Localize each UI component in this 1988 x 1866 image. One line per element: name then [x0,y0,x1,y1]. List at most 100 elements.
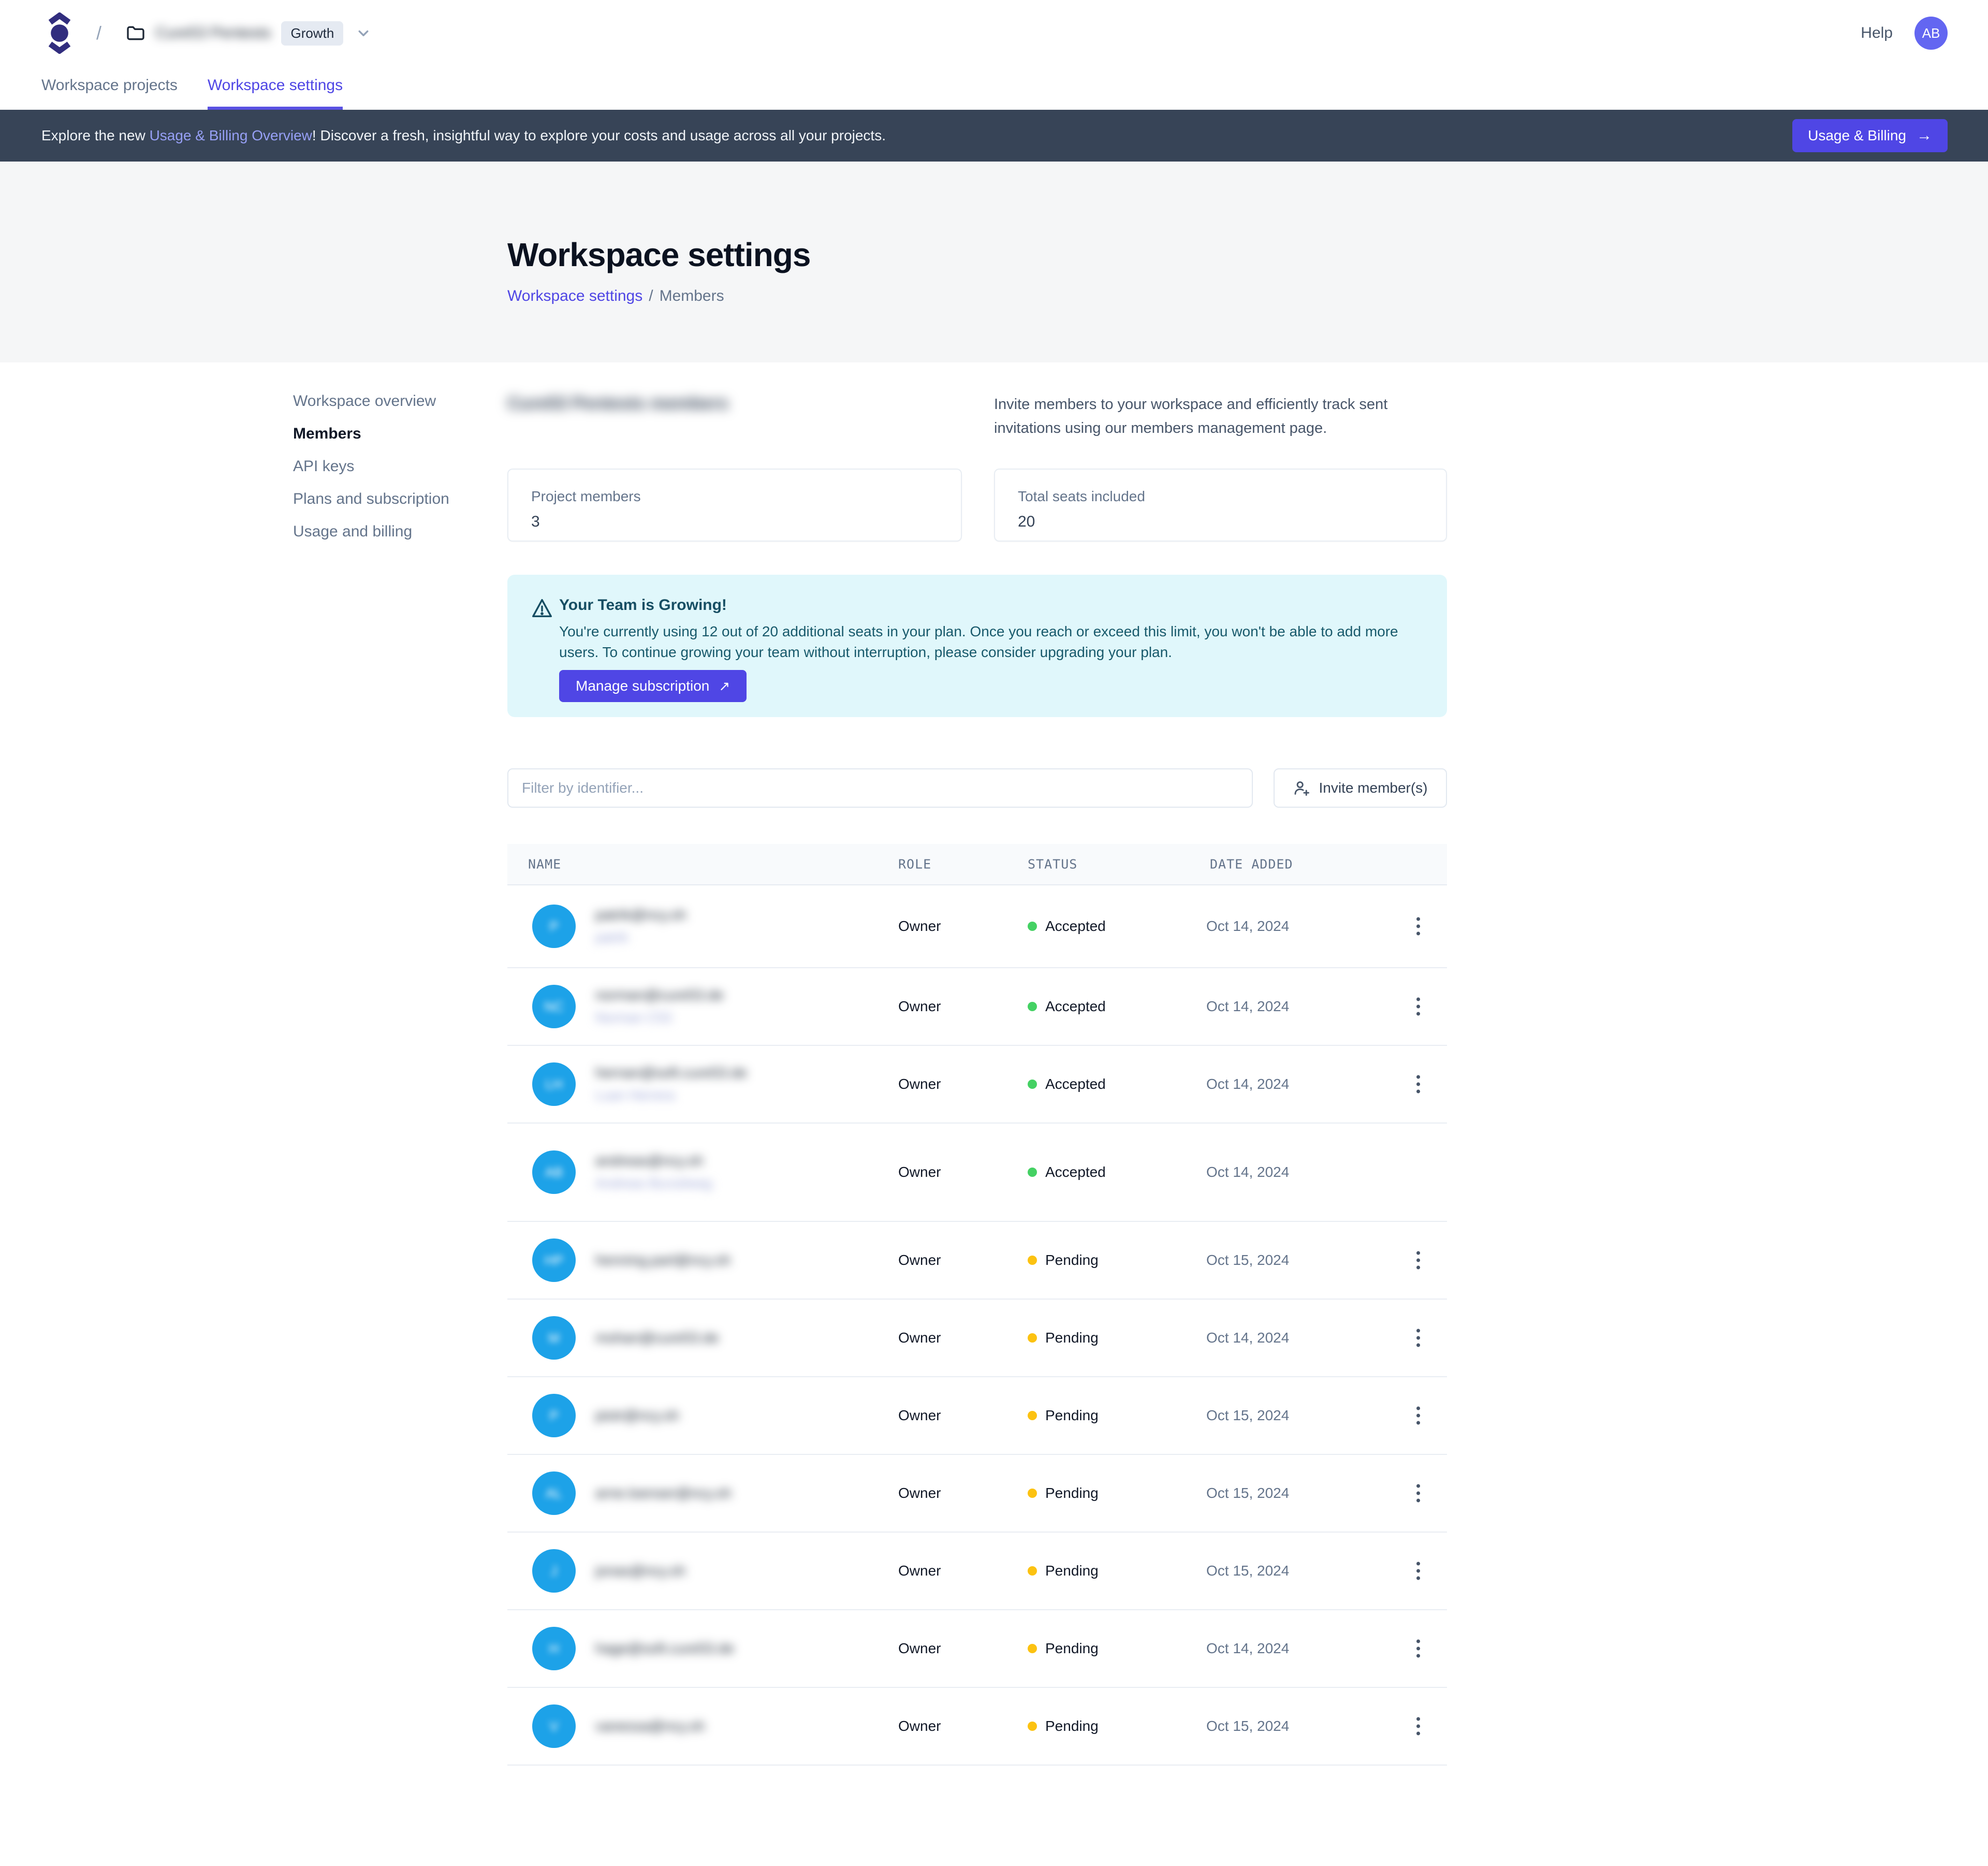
sidebar-item-plans-and-subscription[interactable]: Plans and subscription [293,490,449,507]
member-date-added: Oct 14, 2024 [1206,918,1290,934]
breadcrumb-link-workspace-settings[interactable]: Workspace settings [507,287,643,304]
table-header: NAME ROLE STATUS DATE ADDED [507,844,1447,885]
member-email: norman@cure53.de [595,987,724,1003]
member-avatar: P [532,1394,576,1437]
arrow-up-right-icon: ↗ [719,678,730,694]
sidebar-item-api-keys[interactable]: API keys [293,458,355,475]
alert-body: You're currently using 12 out of 20 addi… [559,623,1398,660]
page-title: Workspace settings [507,236,811,273]
status-dot-icon [1028,1168,1037,1177]
row-menu-button[interactable] [1413,1072,1423,1097]
manage-subscription-button[interactable]: Manage subscription ↗ [559,670,747,702]
table-row: H hage@soft.cure53.de Owner Pending Oct … [507,1610,1447,1688]
member-name-cell: patrik@ncy.sh patrik [595,907,686,946]
member-date-added: Oct 14, 2024 [1206,1076,1290,1092]
member-email: patrik@ncy.sh [595,907,686,923]
member-name-cell: jonas@ncy.sh [595,1563,685,1579]
stat-label: Total seats included [1018,488,1145,504]
member-status: Accepted [1028,918,1106,935]
table-row: HP henning.parl@ncy.sh Owner Pending Oct… [507,1222,1447,1300]
row-menu-button[interactable] [1413,1559,1423,1583]
folder-icon [125,23,146,43]
main-content: Workspace overview Members API keys Plans a… [0,362,1988,1866]
member-email: andreas@ncy.sh [595,1153,704,1169]
member-date-added: Oct 15, 2024 [1206,1718,1290,1734]
row-menu-button[interactable] [1413,1248,1423,1273]
member-email: vanessa@ncy.sh [595,1718,705,1734]
chevron-down-icon[interactable] [355,24,372,42]
table-row: LH hernan@soft.cure53.de Luan Herrera Ow… [507,1046,1447,1124]
sidebar-item-members[interactable]: Members [293,425,361,442]
member-name-cell: norman@cure53.de Norman C53 [595,987,724,1026]
status-dot-icon [1028,922,1037,931]
status-dot-icon [1028,1256,1037,1265]
table-row: P piotr@ncy.sh Owner Pending Oct 15, 202… [507,1377,1447,1455]
status-dot-icon [1028,1566,1037,1576]
sidebar-item-workspace-overview[interactable]: Workspace overview [293,392,436,410]
member-username[interactable]: Norman C53 [595,1010,672,1025]
row-menu-button[interactable] [1413,1637,1423,1661]
member-email: hernan@soft.cure53.de [595,1065,748,1081]
member-avatar: LH [532,1062,576,1106]
help-link[interactable]: Help [1861,24,1893,41]
member-username[interactable]: Luan Herrera [595,1087,675,1103]
usage-billing-button[interactable]: Usage & Billing → [1792,119,1948,152]
row-menu-button[interactable] [1413,914,1423,939]
table-row: AB andreas@ncy.sh Andreas Burzelweg Owne… [507,1124,1447,1222]
members-description: Invite members to your workspace and eff… [994,396,1388,436]
tab-workspace-settings[interactable]: Workspace settings [207,77,343,110]
tabs-nav: Workspace projects Workspace settings [0,66,1988,110]
member-date-added: Oct 14, 2024 [1206,1164,1290,1180]
member-date-added: Oct 14, 2024 [1206,1330,1290,1346]
member-role: Owner [898,1640,941,1656]
member-username[interactable]: patrik [595,929,628,945]
member-role: Owner [898,1563,941,1579]
row-menu-button[interactable] [1413,1326,1423,1350]
member-date-added: Oct 15, 2024 [1206,1407,1290,1423]
breadcrumb-current: Members [659,287,724,304]
column-header-date-added: DATE ADDED [1210,856,1293,872]
row-menu-button[interactable] [1413,995,1423,1019]
member-name-cell: hernan@soft.cure53.de Luan Herrera [595,1065,747,1104]
member-status: Pending [1028,1640,1099,1657]
member-date-added: Oct 15, 2024 [1206,1563,1290,1579]
table-row: AL arne.loenser@ncy.sh Owner Pending Oct… [507,1455,1447,1533]
user-avatar[interactable]: AB [1914,17,1948,50]
arrow-right-icon: → [1917,127,1932,144]
member-date-added: Oct 14, 2024 [1206,1640,1290,1656]
member-avatar: NC [532,985,576,1028]
member-role: Owner [898,1407,941,1423]
member-username[interactable]: Andreas Burzelweg [595,1175,712,1191]
stat-card-total-seats: Total seats included 20 [994,469,1447,542]
member-date-added: Oct 15, 2024 [1206,1252,1290,1268]
filter-input[interactable] [507,768,1253,808]
status-dot-icon [1028,1644,1037,1653]
workspace-name[interactable]: Cure53 Pentests [155,24,271,41]
row-menu-button[interactable] [1413,1481,1423,1506]
warning-icon [530,596,554,623]
member-email: mohan@cure53.de [595,1330,719,1346]
stat-label: Project members [531,488,641,504]
member-status: Accepted [1028,1076,1106,1092]
hero-section: Workspace settings Workspace settings / … [0,162,1988,362]
person-plus-icon [1293,779,1310,797]
banner-text: Explore the new Usage & Billing Overview… [41,127,886,143]
member-status: Pending [1028,1563,1099,1579]
member-role: Owner [898,998,941,1014]
usage-billing-overview-link[interactable]: Usage & Billing Overview [149,127,312,143]
member-name-cell: piotr@ncy.sh [595,1407,679,1424]
member-role: Owner [898,918,941,934]
member-name-cell: vanessa@ncy.sh [595,1718,705,1734]
member-avatar: M [532,1316,576,1360]
app-logo-icon[interactable] [46,12,74,54]
status-dot-icon [1028,1333,1037,1343]
alert-title: Your Team is Growing! [559,596,727,614]
member-name-cell: henning.parl@ncy.sh [595,1252,730,1269]
member-status: Pending [1028,1252,1099,1269]
row-menu-button[interactable] [1413,1404,1423,1428]
member-role: Owner [898,1252,941,1268]
tab-workspace-projects[interactable]: Workspace projects [41,77,178,94]
sidebar-item-usage-and-billing[interactable]: Usage and billing [293,523,413,540]
row-menu-button[interactable] [1413,1714,1423,1739]
invite-members-button[interactable]: Invite member(s) [1274,768,1447,808]
